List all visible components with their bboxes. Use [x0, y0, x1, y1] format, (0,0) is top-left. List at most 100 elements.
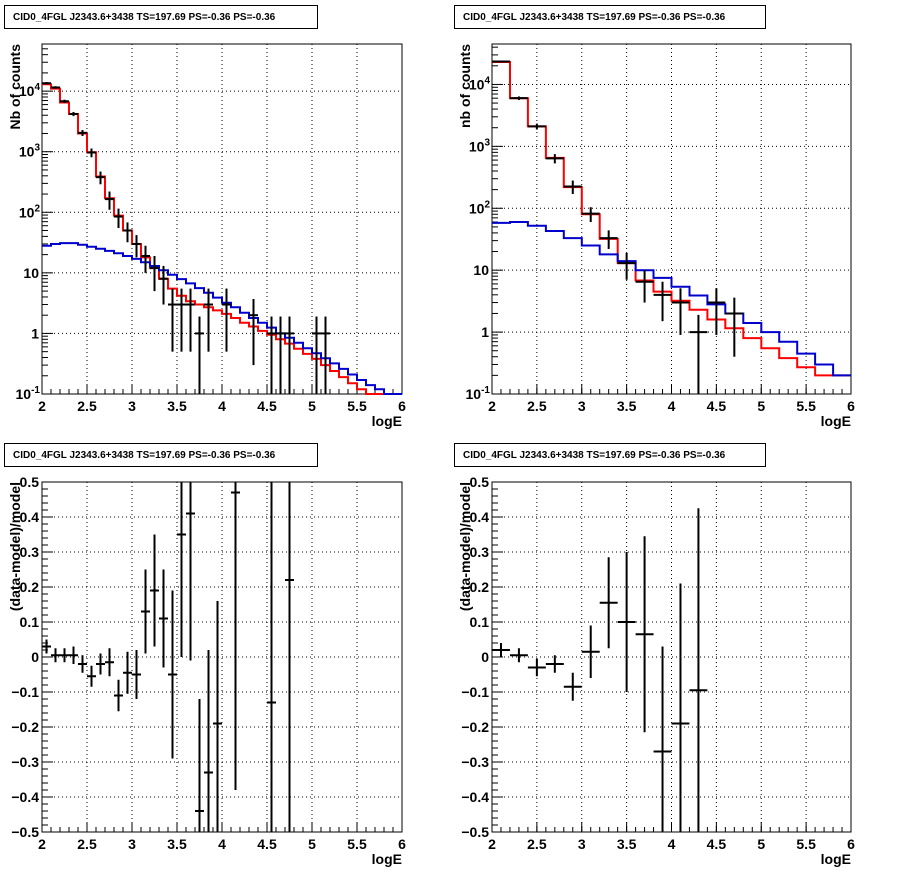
x-tick-label: 3.5	[617, 398, 637, 414]
y-tick-label: 0.2	[470, 579, 490, 595]
data-point	[42, 82, 51, 85]
x-axis-label: logE	[372, 851, 402, 867]
data-point	[635, 270, 654, 303]
data-point	[204, 650, 213, 832]
data-point	[599, 230, 618, 249]
data-point	[492, 643, 510, 657]
x-tick-label: 5.5	[347, 398, 367, 414]
x-tick-label: 4.5	[257, 836, 277, 852]
data-point	[96, 653, 105, 675]
data-point	[177, 482, 186, 657]
data-point	[492, 60, 510, 63]
x-tick-label: 3.5	[167, 836, 187, 852]
y-tick-label: 104	[19, 82, 41, 99]
data-point	[195, 699, 204, 832]
data-point	[671, 583, 690, 832]
data-point	[249, 299, 258, 366]
data-point	[267, 316, 276, 394]
y-tick-label: 102	[19, 203, 41, 220]
plot-frame	[41, 43, 403, 395]
data-point	[114, 679, 123, 712]
data-point	[581, 625, 600, 678]
model-line-background	[42, 242, 402, 395]
y-tick-label: 102	[469, 199, 491, 216]
data-point	[168, 590, 177, 759]
data-point	[725, 297, 744, 357]
data-point	[653, 646, 672, 832]
data-point	[545, 655, 564, 673]
y-tick-label: −0.5	[461, 824, 489, 840]
y-tick-label: 1	[481, 324, 489, 340]
y-axis-label: (data-model)/model	[457, 482, 473, 611]
y-tick-label: 0.3	[20, 544, 40, 560]
y-tick-label: −0.4	[461, 789, 489, 805]
data-point	[545, 154, 564, 164]
x-tick-label: 5	[757, 836, 765, 852]
y-tick-label: 0.4	[20, 509, 40, 525]
title-box-bottom-right: CID0_4FGL J2343.6+3438 TS=197.69 PS=-0.3…	[454, 443, 766, 467]
data-point	[51, 648, 60, 663]
x-axis-label: logE	[372, 413, 402, 429]
y-tick-label: −0.2	[461, 719, 489, 735]
y-tick-label: 0.4	[470, 509, 490, 525]
x-tick-label: 4	[218, 398, 226, 414]
data-point	[312, 316, 321, 394]
data-point	[267, 482, 276, 832]
data-point	[177, 288, 186, 352]
y-tick-label: −0.1	[11, 684, 39, 700]
plot-frame	[491, 43, 852, 395]
x-tick-label: 6	[847, 836, 855, 852]
y-tick-label: −0.5	[11, 824, 39, 840]
data-point	[509, 96, 528, 101]
data-point	[159, 569, 168, 668]
data-point	[141, 245, 150, 273]
x-axis-label: logE	[821, 413, 851, 429]
y-tick-label: −0.4	[11, 789, 39, 805]
data-point	[96, 171, 105, 185]
data-point	[114, 208, 123, 229]
x-tick-label: 5.5	[796, 836, 816, 852]
data-point	[599, 557, 618, 649]
x-tick-label: 2	[38, 398, 46, 414]
data-point	[321, 316, 330, 394]
model-line-background	[492, 221, 851, 377]
data-point	[671, 288, 690, 335]
data-point	[527, 123, 546, 130]
data-point	[231, 482, 240, 790]
x-tick-label: 2.5	[77, 836, 97, 852]
data-point	[204, 288, 213, 352]
data-point	[689, 314, 708, 394]
data-point	[132, 235, 141, 258]
data-point	[707, 288, 726, 335]
y-tick-label: 0.1	[20, 614, 40, 630]
data-point	[689, 508, 708, 832]
x-tick-label: 2	[488, 398, 496, 414]
y-tick-label: 0	[481, 649, 489, 665]
x-tick-label: 4.5	[257, 398, 277, 414]
x-tick-label: 6	[398, 836, 406, 852]
data-point	[563, 672, 582, 701]
data-point	[186, 288, 195, 352]
x-tick-label: 6	[398, 398, 406, 414]
data-point	[186, 482, 195, 661]
y-tick-label: 10	[23, 265, 39, 281]
data-point	[123, 222, 132, 243]
x-tick-label: 2	[38, 836, 46, 852]
data-point	[276, 316, 285, 394]
data-point	[105, 191, 114, 210]
data-point	[635, 536, 654, 733]
data-point	[285, 316, 294, 394]
y-tick-label: 0.5	[470, 474, 490, 490]
data-point	[69, 111, 78, 117]
data-point	[78, 130, 87, 136]
y-tick-label: 0.1	[470, 614, 490, 630]
y-tick-label: 103	[469, 137, 491, 154]
y-tick-label: −0.3	[461, 754, 489, 770]
y-tick-label: 1	[31, 325, 39, 341]
x-tick-label: 3	[578, 398, 586, 414]
data-point	[617, 552, 636, 692]
